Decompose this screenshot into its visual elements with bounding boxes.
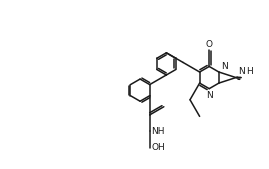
Text: OH: OH bbox=[151, 143, 165, 152]
Text: NH: NH bbox=[151, 127, 165, 136]
Text: H: H bbox=[246, 67, 252, 76]
Text: N: N bbox=[238, 67, 245, 76]
Text: O: O bbox=[206, 40, 213, 49]
Text: N: N bbox=[221, 62, 228, 71]
Text: N: N bbox=[206, 91, 213, 100]
